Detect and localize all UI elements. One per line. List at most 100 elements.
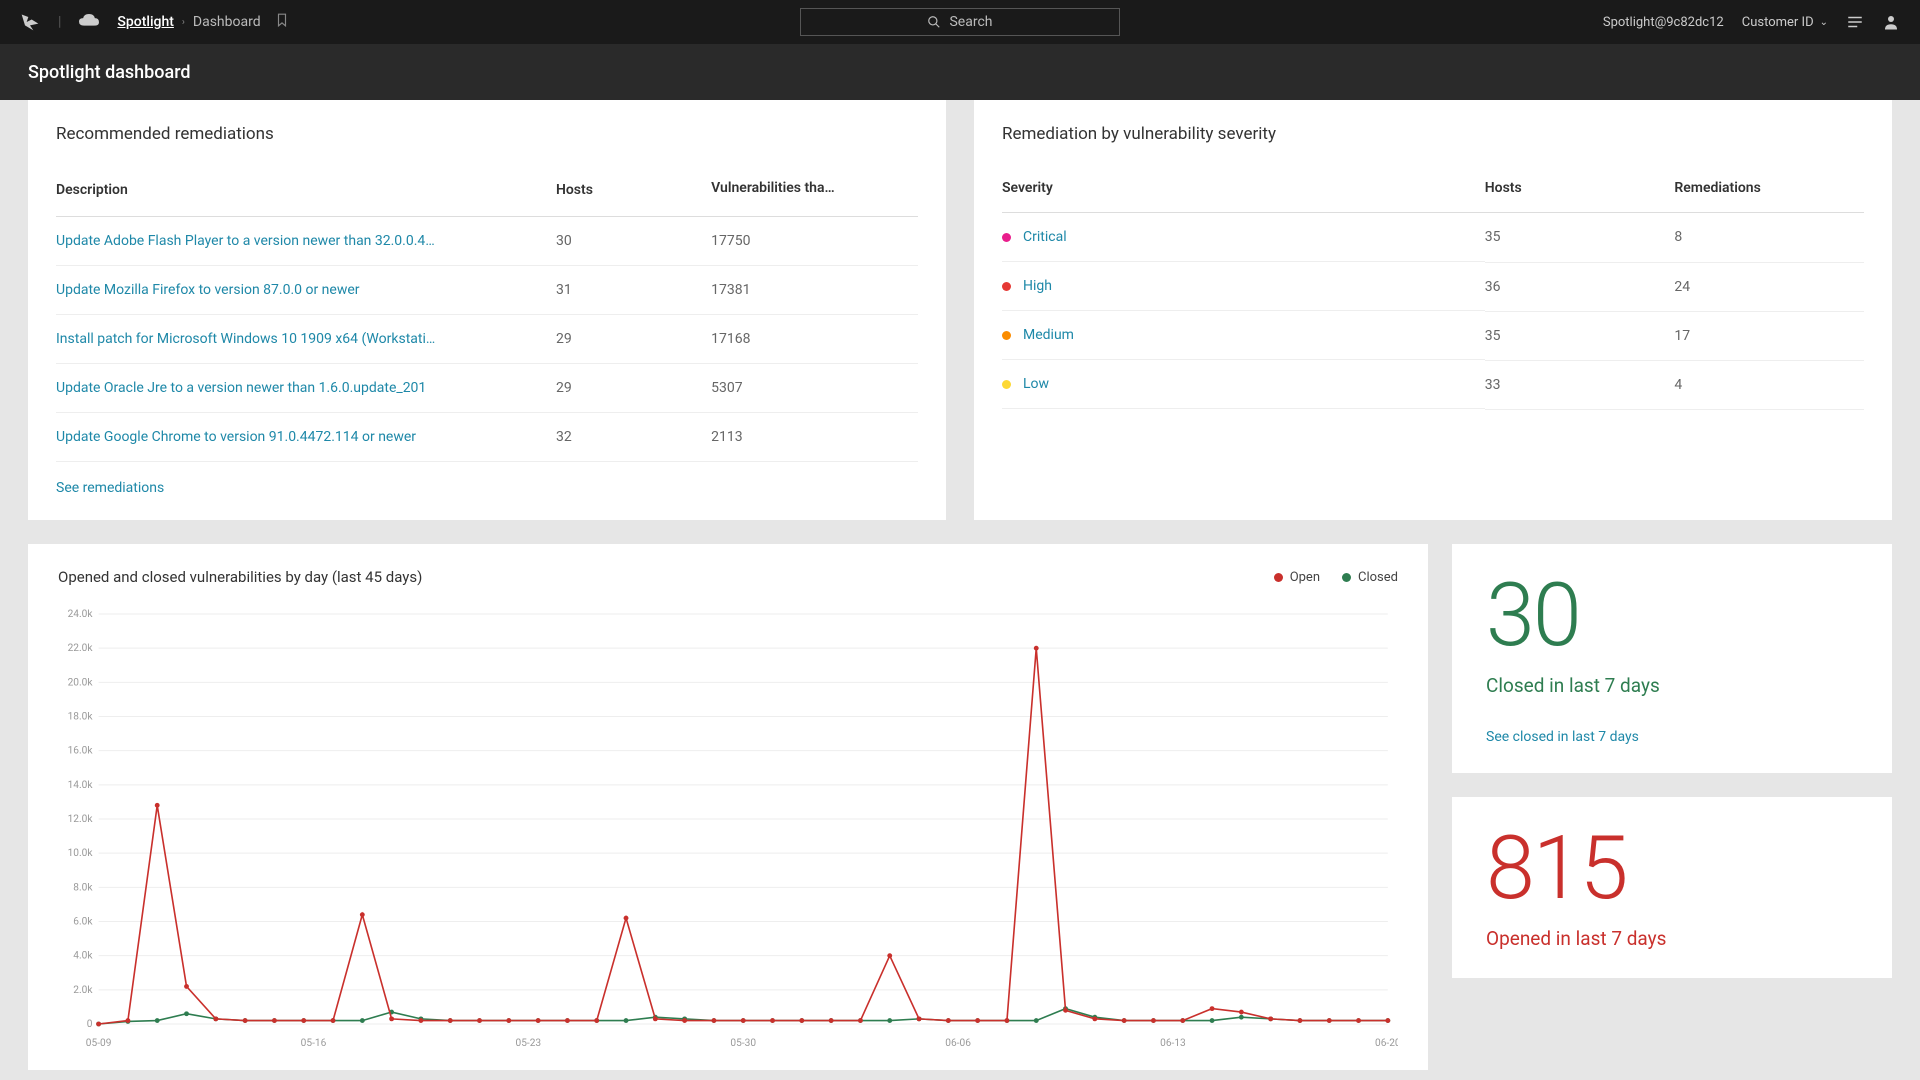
rem-cell: 24 <box>1674 262 1864 311</box>
remediation-link[interactable]: Update Oracle Jre to a version newer tha… <box>56 380 426 396</box>
opened-label: Opened in last 7 days <box>1486 927 1858 950</box>
svg-text:05-30: 05-30 <box>730 1038 756 1049</box>
col-description[interactable]: Description <box>56 170 556 217</box>
search-input[interactable]: Search <box>800 8 1120 36</box>
severity-dot-icon <box>1002 233 1011 242</box>
svg-text:22.0k: 22.0k <box>68 643 94 654</box>
legend-closed-label: Closed <box>1358 570 1398 585</box>
chevron-right-icon: › <box>182 17 185 28</box>
col-hosts[interactable]: Hosts <box>556 170 711 217</box>
hosts-cell: 32 <box>556 413 711 462</box>
remediation-link[interactable]: Update Adobe Flash Player to a version n… <box>56 233 436 249</box>
page-title: Spotlight dashboard <box>28 62 191 83</box>
table-row: Install patch for Microsoft Windows 10 1… <box>56 315 918 364</box>
svg-text:12.0k: 12.0k <box>68 814 94 825</box>
chart-legend: Open Closed <box>1274 570 1398 585</box>
legend-open[interactable]: Open <box>1274 570 1320 585</box>
severity-link[interactable]: High <box>1023 278 1052 294</box>
svg-text:06-06: 06-06 <box>945 1038 971 1049</box>
vulnerabilities-chart-card: Opened and closed vulnerabilities by day… <box>28 544 1428 1070</box>
search-icon <box>927 15 941 29</box>
col-remediations[interactable]: Remediations <box>1674 170 1864 213</box>
closed-stat-card: 30 Closed in last 7 days See closed in l… <box>1452 544 1892 773</box>
remediation-link[interactable]: Update Mozilla Firefox to version 87.0.0… <box>56 282 360 298</box>
topbar: | Spotlight › Dashboard Search Spotlight… <box>0 0 1920 44</box>
chevron-down-icon: ⌄ <box>1820 17 1828 28</box>
col-vulnerabilities[interactable]: Vulnerabilities tha… <box>711 170 918 217</box>
chart-area[interactable]: 02.0k4.0k6.0k8.0k10.0k12.0k14.0k16.0k18.… <box>58 604 1398 1054</box>
severity-link[interactable]: Low <box>1023 376 1049 392</box>
cloud-icon[interactable] <box>79 14 99 30</box>
table-row: Update Adobe Flash Player to a version n… <box>56 217 918 266</box>
rem-cell: 4 <box>1674 360 1864 409</box>
vuln-cell: 17168 <box>711 315 918 364</box>
chart-title: Opened and closed vulnerabilities by day… <box>58 568 422 586</box>
breadcrumb-main[interactable]: Spotlight <box>117 14 173 30</box>
see-closed-link[interactable]: See closed in last 7 days <box>1486 729 1639 745</box>
search-placeholder: Search <box>949 14 992 30</box>
falcon-logo-icon[interactable] <box>20 12 40 32</box>
svg-text:20.0k: 20.0k <box>68 677 94 688</box>
svg-text:2.0k: 2.0k <box>73 985 93 996</box>
svg-text:05-09: 05-09 <box>86 1038 112 1049</box>
svg-text:16.0k: 16.0k <box>68 746 94 757</box>
severity-link[interactable]: Critical <box>1023 229 1067 245</box>
customer-id-dropdown[interactable]: Customer ID ⌄ <box>1742 15 1828 30</box>
hosts-cell: 35 <box>1485 213 1675 263</box>
user-icon[interactable] <box>1882 13 1900 31</box>
legend-open-label: Open <box>1290 570 1320 585</box>
svg-text:4.0k: 4.0k <box>73 951 93 962</box>
rem-cell: 8 <box>1674 213 1864 263</box>
remediations-card: Recommended remediations Description Hos… <box>28 100 946 520</box>
hosts-cell: 33 <box>1485 360 1675 409</box>
svg-text:06-20: 06-20 <box>1375 1038 1398 1049</box>
opened-count: 815 <box>1486 825 1858 913</box>
svg-text:24.0k: 24.0k <box>68 609 94 620</box>
severity-table: Severity Hosts Remediations Critical358H… <box>1002 170 1864 410</box>
see-remediations-link[interactable]: See remediations <box>56 480 164 496</box>
hosts-cell: 29 <box>556 364 711 413</box>
rem-cell: 17 <box>1674 311 1864 360</box>
severity-dot-icon <box>1002 331 1011 340</box>
closed-count: 30 <box>1486 572 1858 660</box>
svg-text:06-13: 06-13 <box>1160 1038 1186 1049</box>
page-header: Spotlight dashboard <box>0 44 1920 100</box>
hosts-cell: 35 <box>1485 311 1675 360</box>
vuln-cell: 17381 <box>711 266 918 315</box>
table-row: High 3624 <box>1002 262 1864 311</box>
remediations-table: Description Hosts Vulnerabilities tha… U… <box>56 170 918 462</box>
hosts-cell: 36 <box>1485 262 1675 311</box>
vuln-cell: 17750 <box>711 217 918 266</box>
vuln-cell: 2113 <box>711 413 918 462</box>
svg-text:0: 0 <box>87 1019 93 1030</box>
vuln-cell: 5307 <box>711 364 918 413</box>
table-row: Update Google Chrome to version 91.0.447… <box>56 413 918 462</box>
severity-title: Remediation by vulnerability severity <box>1002 124 1864 144</box>
legend-closed[interactable]: Closed <box>1342 570 1398 585</box>
svg-text:05-23: 05-23 <box>516 1038 542 1049</box>
table-row: Low 334 <box>1002 360 1864 409</box>
customer-id-label: Customer ID <box>1742 15 1814 30</box>
breadcrumb-sub[interactable]: Dashboard <box>193 14 261 30</box>
svg-text:18.0k: 18.0k <box>68 712 94 723</box>
list-icon[interactable] <box>1846 13 1864 31</box>
svg-text:10.0k: 10.0k <box>68 848 94 859</box>
bookmark-icon[interactable] <box>275 13 289 31</box>
hosts-cell: 31 <box>556 266 711 315</box>
closed-dot-icon <box>1342 573 1351 582</box>
table-row: Update Oracle Jre to a version newer tha… <box>56 364 918 413</box>
hosts-cell: 30 <box>556 217 711 266</box>
table-row: Medium 3517 <box>1002 311 1864 360</box>
svg-text:8.0k: 8.0k <box>73 882 93 893</box>
closed-label: Closed in last 7 days <box>1486 674 1858 697</box>
col-severity[interactable]: Severity <box>1002 170 1485 213</box>
remediations-title: Recommended remediations <box>56 124 918 144</box>
remediation-link[interactable]: Update Google Chrome to version 91.0.447… <box>56 429 416 445</box>
opened-stat-card: 815 Opened in last 7 days <box>1452 797 1892 978</box>
svg-text:14.0k: 14.0k <box>68 780 94 791</box>
severity-link[interactable]: Medium <box>1023 327 1074 343</box>
divider: | <box>58 14 61 30</box>
breadcrumb: Spotlight › Dashboard <box>117 13 288 31</box>
remediation-link[interactable]: Install patch for Microsoft Windows 10 1… <box>56 331 436 347</box>
col-hosts[interactable]: Hosts <box>1485 170 1675 213</box>
